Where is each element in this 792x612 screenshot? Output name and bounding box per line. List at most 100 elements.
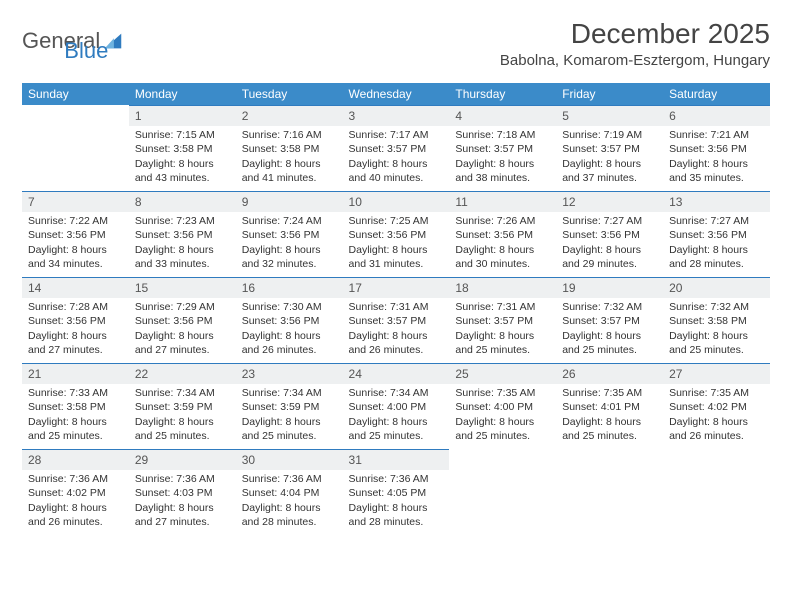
day-body: Sunrise: 7:16 AMSunset: 3:58 PMDaylight:… [236, 126, 343, 189]
sunset-line: Sunset: 3:57 PM [562, 142, 657, 156]
day-body: Sunrise: 7:22 AMSunset: 3:56 PMDaylight:… [22, 212, 129, 275]
calendar-cell: 23Sunrise: 7:34 AMSunset: 3:59 PMDayligh… [236, 363, 343, 449]
daylight-line: Daylight: 8 hours and 25 minutes. [455, 329, 550, 357]
weekday-header: Saturday [663, 83, 770, 105]
daylight-line: Daylight: 8 hours and 32 minutes. [242, 243, 337, 271]
sunrise-line: Sunrise: 7:19 AM [562, 128, 657, 142]
daylight-line: Daylight: 8 hours and 26 minutes. [28, 501, 123, 529]
calendar-cell [22, 105, 129, 191]
sunrise-line: Sunrise: 7:32 AM [669, 300, 764, 314]
sunrise-line: Sunrise: 7:36 AM [242, 472, 337, 486]
sunrise-line: Sunrise: 7:32 AM [562, 300, 657, 314]
calendar-cell: 18Sunrise: 7:31 AMSunset: 3:57 PMDayligh… [449, 277, 556, 363]
day-number: 14 [22, 277, 129, 298]
sunset-line: Sunset: 4:04 PM [242, 486, 337, 500]
day-number: 31 [343, 449, 450, 470]
sunset-line: Sunset: 3:56 PM [455, 228, 550, 242]
day-body: Sunrise: 7:33 AMSunset: 3:58 PMDaylight:… [22, 384, 129, 447]
sunset-line: Sunset: 3:56 PM [242, 228, 337, 242]
header: General Blue December 2025 Babolna, Koma… [22, 18, 770, 69]
day-body: Sunrise: 7:36 AMSunset: 4:04 PMDaylight:… [236, 470, 343, 533]
calendar-cell: 26Sunrise: 7:35 AMSunset: 4:01 PMDayligh… [556, 363, 663, 449]
sunset-line: Sunset: 3:59 PM [135, 400, 230, 414]
sunset-line: Sunset: 3:58 PM [242, 142, 337, 156]
daylight-line: Daylight: 8 hours and 25 minutes. [135, 415, 230, 443]
weekday-header: Monday [129, 83, 236, 105]
calendar-cell: 13Sunrise: 7:27 AMSunset: 3:56 PMDayligh… [663, 191, 770, 277]
sunrise-line: Sunrise: 7:15 AM [135, 128, 230, 142]
sunset-line: Sunset: 3:56 PM [349, 228, 444, 242]
daylight-line: Daylight: 8 hours and 25 minutes. [669, 329, 764, 357]
day-number: 7 [22, 191, 129, 212]
daylight-line: Daylight: 8 hours and 34 minutes. [28, 243, 123, 271]
day-body: Sunrise: 7:23 AMSunset: 3:56 PMDaylight:… [129, 212, 236, 275]
sunrise-line: Sunrise: 7:27 AM [562, 214, 657, 228]
location-text: Babolna, Komarom-Esztergom, Hungary [500, 52, 770, 69]
day-body: Sunrise: 7:35 AMSunset: 4:00 PMDaylight:… [449, 384, 556, 447]
calendar-body: 1Sunrise: 7:15 AMSunset: 3:58 PMDaylight… [22, 105, 770, 535]
sunrise-line: Sunrise: 7:34 AM [242, 386, 337, 400]
day-number: 27 [663, 363, 770, 384]
sunset-line: Sunset: 4:01 PM [562, 400, 657, 414]
weekday-header: Sunday [22, 83, 129, 105]
calendar-cell: 14Sunrise: 7:28 AMSunset: 3:56 PMDayligh… [22, 277, 129, 363]
day-body: Sunrise: 7:31 AMSunset: 3:57 PMDaylight:… [343, 298, 450, 361]
calendar-cell: 1Sunrise: 7:15 AMSunset: 3:58 PMDaylight… [129, 105, 236, 191]
sunrise-line: Sunrise: 7:21 AM [669, 128, 764, 142]
calendar-cell: 15Sunrise: 7:29 AMSunset: 3:56 PMDayligh… [129, 277, 236, 363]
weekday-header: Wednesday [343, 83, 450, 105]
weekday-header: Tuesday [236, 83, 343, 105]
day-body: Sunrise: 7:34 AMSunset: 3:59 PMDaylight:… [236, 384, 343, 447]
calendar-cell: 7Sunrise: 7:22 AMSunset: 3:56 PMDaylight… [22, 191, 129, 277]
calendar-cell: 8Sunrise: 7:23 AMSunset: 3:56 PMDaylight… [129, 191, 236, 277]
day-body: Sunrise: 7:27 AMSunset: 3:56 PMDaylight:… [663, 212, 770, 275]
sunrise-line: Sunrise: 7:28 AM [28, 300, 123, 314]
daylight-line: Daylight: 8 hours and 26 minutes. [242, 329, 337, 357]
sunset-line: Sunset: 3:58 PM [135, 142, 230, 156]
day-number: 22 [129, 363, 236, 384]
daylight-line: Daylight: 8 hours and 25 minutes. [242, 415, 337, 443]
day-number: 17 [343, 277, 450, 298]
day-number: 6 [663, 105, 770, 126]
calendar-cell [449, 449, 556, 535]
daylight-line: Daylight: 8 hours and 41 minutes. [242, 157, 337, 185]
calendar-week-row: 7Sunrise: 7:22 AMSunset: 3:56 PMDaylight… [22, 191, 770, 277]
day-number: 2 [236, 105, 343, 126]
calendar-cell: 28Sunrise: 7:36 AMSunset: 4:02 PMDayligh… [22, 449, 129, 535]
day-body: Sunrise: 7:36 AMSunset: 4:02 PMDaylight:… [22, 470, 129, 533]
day-body: Sunrise: 7:18 AMSunset: 3:57 PMDaylight:… [449, 126, 556, 189]
sunrise-line: Sunrise: 7:25 AM [349, 214, 444, 228]
calendar-cell: 6Sunrise: 7:21 AMSunset: 3:56 PMDaylight… [663, 105, 770, 191]
weekday-row: SundayMondayTuesdayWednesdayThursdayFrid… [22, 83, 770, 105]
calendar-cell: 16Sunrise: 7:30 AMSunset: 3:56 PMDayligh… [236, 277, 343, 363]
sunset-line: Sunset: 3:57 PM [455, 314, 550, 328]
calendar-cell: 10Sunrise: 7:25 AMSunset: 3:56 PMDayligh… [343, 191, 450, 277]
calendar-cell: 17Sunrise: 7:31 AMSunset: 3:57 PMDayligh… [343, 277, 450, 363]
daylight-line: Daylight: 8 hours and 28 minutes. [669, 243, 764, 271]
day-body: Sunrise: 7:30 AMSunset: 3:56 PMDaylight:… [236, 298, 343, 361]
sunset-line: Sunset: 4:00 PM [349, 400, 444, 414]
day-number: 21 [22, 363, 129, 384]
logo-word2: Blue [64, 38, 108, 64]
calendar-week-row: 1Sunrise: 7:15 AMSunset: 3:58 PMDaylight… [22, 105, 770, 191]
day-number: 5 [556, 105, 663, 126]
calendar-cell: 30Sunrise: 7:36 AMSunset: 4:04 PMDayligh… [236, 449, 343, 535]
sunrise-line: Sunrise: 7:18 AM [455, 128, 550, 142]
day-body: Sunrise: 7:15 AMSunset: 3:58 PMDaylight:… [129, 126, 236, 189]
day-body: Sunrise: 7:34 AMSunset: 4:00 PMDaylight:… [343, 384, 450, 447]
sunrise-line: Sunrise: 7:35 AM [455, 386, 550, 400]
calendar-cell: 11Sunrise: 7:26 AMSunset: 3:56 PMDayligh… [449, 191, 556, 277]
day-body: Sunrise: 7:24 AMSunset: 3:56 PMDaylight:… [236, 212, 343, 275]
day-number: 1 [129, 105, 236, 126]
sunrise-line: Sunrise: 7:27 AM [669, 214, 764, 228]
weekday-header: Thursday [449, 83, 556, 105]
day-number: 26 [556, 363, 663, 384]
sunset-line: Sunset: 4:02 PM [28, 486, 123, 500]
daylight-line: Daylight: 8 hours and 25 minutes. [562, 329, 657, 357]
day-number: 10 [343, 191, 450, 212]
day-number: 24 [343, 363, 450, 384]
daylight-line: Daylight: 8 hours and 25 minutes. [28, 415, 123, 443]
daylight-line: Daylight: 8 hours and 25 minutes. [455, 415, 550, 443]
sunrise-line: Sunrise: 7:34 AM [135, 386, 230, 400]
day-body: Sunrise: 7:19 AMSunset: 3:57 PMDaylight:… [556, 126, 663, 189]
